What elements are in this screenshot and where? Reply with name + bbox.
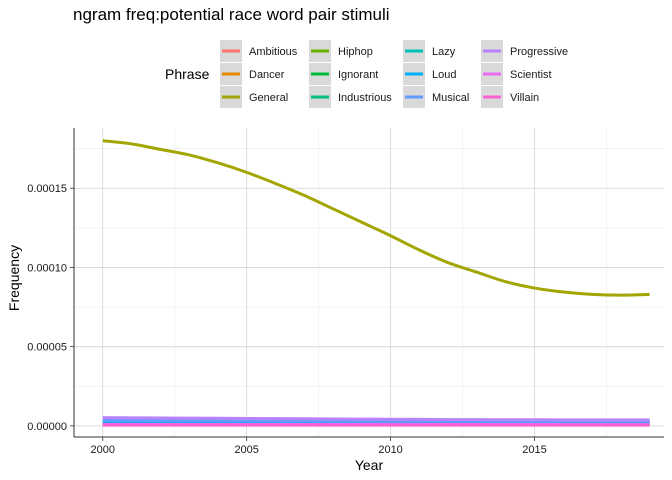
legend-label: Loud xyxy=(432,69,456,81)
y-axis-title: Frequency xyxy=(6,245,22,311)
x-tick-label: 2005 xyxy=(234,444,258,456)
legend-item-musical: Musical xyxy=(403,86,469,108)
legend-label: Ambitious xyxy=(249,46,298,58)
legend-label: Villain xyxy=(510,92,539,104)
legend-label: Hiphop xyxy=(338,46,373,58)
legend-item-general: General xyxy=(220,86,288,108)
legend-label: Scientist xyxy=(510,69,552,81)
legend-item-villain: Villain xyxy=(481,86,539,108)
x-tick-label: 2000 xyxy=(91,444,115,456)
chart-title: ngram freq:potential race word pair stim… xyxy=(73,5,390,24)
legend-label: Progressive xyxy=(510,46,568,58)
legend-item-dancer: Dancer xyxy=(220,63,285,85)
legend-label: Dancer xyxy=(249,69,285,81)
legend-title: Phrase xyxy=(165,66,210,82)
legend-label: General xyxy=(249,92,288,104)
series-line-general xyxy=(102,139,650,297)
legend-item-hiphop: Hiphop xyxy=(309,40,373,62)
y-tick-label: 0.00010 xyxy=(27,262,67,274)
legend-label: Ignorant xyxy=(338,69,378,81)
x-tick-label: 2015 xyxy=(522,444,546,456)
y-tick-label: 0.00005 xyxy=(27,342,67,354)
legend-item-industrious: Industrious xyxy=(309,86,392,108)
legend-label: Lazy xyxy=(432,46,456,58)
y-tick-label: 0.00000 xyxy=(27,421,67,433)
legend: Phrase Ambitious Dancer General Hiphop Ignor… xyxy=(165,40,568,108)
legend-item-ignorant: Ignorant xyxy=(309,63,378,85)
y-tick-label: 0.00015 xyxy=(27,183,67,195)
legend-item-lazy: Lazy xyxy=(403,40,456,62)
x-axis-title: Year xyxy=(355,457,384,473)
legend-item-ambitious: Ambitious xyxy=(220,40,298,62)
series-line-progressive xyxy=(102,416,650,422)
legend-item-progressive: Progressive xyxy=(481,40,568,62)
legend-item-loud: Loud xyxy=(403,63,456,85)
x-tick-label: 2010 xyxy=(378,444,402,456)
legend-label: Musical xyxy=(432,92,469,104)
legend-item-scientist: Scientist xyxy=(481,63,552,85)
plot-area: 2000 2005 2010 2015 0.00000 0.00005 0.00010 0.… xyxy=(27,128,664,456)
legend-label: Industrious xyxy=(338,92,392,104)
